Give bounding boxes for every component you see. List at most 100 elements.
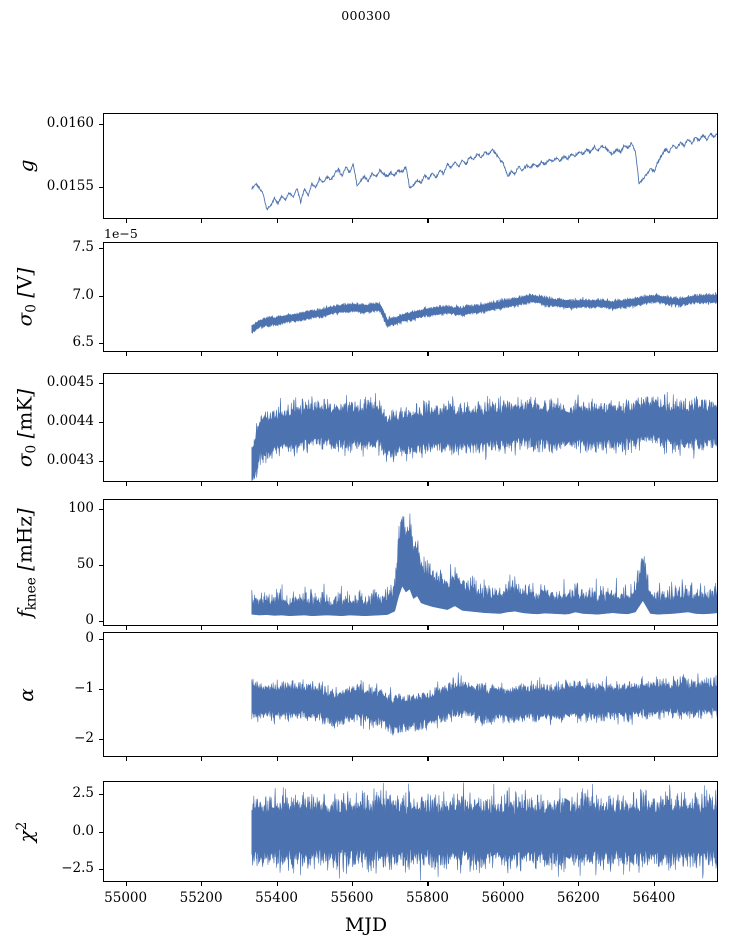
ytick-mark bbox=[99, 382, 103, 384]
xtick-mark bbox=[427, 482, 429, 486]
xtick-mark bbox=[427, 219, 429, 223]
xtick-mark bbox=[125, 757, 127, 761]
ytick-mark bbox=[99, 738, 103, 740]
xtick-label-6: 56200 bbox=[556, 890, 600, 906]
ylabel-panel-2: σ0 [V] bbox=[12, 267, 40, 327]
xtick-mark bbox=[578, 626, 580, 630]
xtick-mark bbox=[276, 219, 278, 223]
xtick-mark bbox=[276, 757, 278, 761]
plot-panel-4 bbox=[103, 499, 718, 626]
xtick-mark bbox=[201, 352, 203, 356]
xtick-mark bbox=[578, 757, 580, 761]
figure-title: 000300 bbox=[341, 8, 391, 23]
xtick-mark bbox=[201, 882, 203, 886]
xtick-mark bbox=[653, 757, 655, 761]
xtick-mark bbox=[653, 219, 655, 223]
xtick-label-1: 55200 bbox=[179, 890, 223, 906]
series-band bbox=[251, 672, 717, 736]
ytick-mark bbox=[99, 638, 103, 641]
ytick-label-p4-1: 50 bbox=[76, 555, 94, 572]
xtick-mark bbox=[502, 626, 505, 630]
ytick-mark bbox=[99, 247, 103, 249]
xlabel: MJD bbox=[344, 914, 388, 936]
xtick-mark bbox=[427, 757, 429, 761]
ytick-label-p6-0: −2.5 bbox=[61, 860, 94, 876]
plot-panel-5 bbox=[103, 632, 718, 757]
plot-panel-3 bbox=[103, 373, 718, 482]
xtick-mark bbox=[502, 482, 505, 486]
ylabel-panel-5: α bbox=[14, 687, 38, 702]
xtick-mark bbox=[352, 219, 354, 223]
ytick-mark bbox=[99, 620, 103, 622]
ytick-label-p3-1: 0.0044 bbox=[46, 412, 94, 429]
series-band bbox=[251, 292, 717, 335]
ytick-label-p6-2: 2.5 bbox=[72, 785, 94, 801]
ytick-mark bbox=[99, 564, 103, 566]
xtick-mark bbox=[125, 882, 127, 886]
ytick-label-p2-1: 7.0 bbox=[72, 286, 94, 303]
ytick-label-p1-1: 0.0160 bbox=[46, 115, 94, 132]
series-band bbox=[251, 391, 717, 481]
series-3 bbox=[251, 391, 717, 481]
series-4 bbox=[251, 513, 717, 617]
ytick-mark bbox=[99, 421, 103, 423]
xtick-mark bbox=[653, 626, 655, 630]
xtick-mark bbox=[201, 219, 203, 223]
xtick-mark bbox=[578, 352, 580, 356]
ytick-mark bbox=[99, 688, 103, 690]
ytick-mark bbox=[99, 343, 103, 345]
xtick-label-7: 56400 bbox=[632, 890, 676, 906]
series-2 bbox=[251, 292, 717, 335]
xtick-mark bbox=[502, 882, 505, 886]
ytick-label-p4-2: 100 bbox=[68, 499, 94, 516]
plot-panel-6 bbox=[103, 781, 718, 882]
ytick-label-p3-0: 0.0043 bbox=[46, 451, 94, 468]
xtick-mark bbox=[352, 757, 354, 761]
xtick-mark bbox=[125, 626, 127, 630]
ytick-label-p4-0: 0 bbox=[85, 611, 94, 628]
xtick-mark bbox=[276, 482, 278, 486]
ytick-label-p1-0: 0.0155 bbox=[46, 177, 94, 194]
series-1 bbox=[251, 132, 717, 211]
ytick-label-p5-1: −1 bbox=[74, 679, 94, 696]
ytick-mark bbox=[99, 460, 103, 462]
ytick-label-p2-0: 6.5 bbox=[72, 334, 94, 351]
xtick-mark bbox=[201, 482, 203, 486]
plot-panel-1 bbox=[103, 113, 718, 219]
xtick-label-2: 55400 bbox=[255, 890, 299, 906]
xtick-mark bbox=[276, 626, 278, 630]
xtick-mark bbox=[578, 882, 580, 886]
xtick-mark bbox=[653, 482, 655, 486]
xtick-mark bbox=[201, 757, 203, 761]
xtick-mark bbox=[352, 882, 354, 886]
xtick-mark bbox=[578, 482, 580, 486]
xtick-mark bbox=[427, 626, 429, 630]
xtick-mark bbox=[201, 626, 203, 630]
ylabel-panel-6: χ2 bbox=[14, 821, 38, 842]
ytick-mark bbox=[99, 186, 103, 188]
ytick-mark bbox=[99, 124, 103, 126]
ylabel-panel-1: g bbox=[14, 159, 38, 173]
ytick-label-p5-2: 0 bbox=[85, 629, 94, 646]
xtick-mark bbox=[125, 352, 127, 356]
ytick-label-p3-2: 0.0045 bbox=[46, 373, 94, 390]
xtick-mark bbox=[352, 626, 354, 630]
xtick-label-0: 55000 bbox=[104, 890, 148, 906]
plot-panel-2 bbox=[103, 242, 718, 352]
xtick-mark bbox=[502, 352, 505, 356]
axis-offset-text-p2: 1e−5 bbox=[104, 226, 138, 241]
series-line bbox=[251, 132, 717, 211]
series-6 bbox=[251, 782, 717, 881]
ytick-mark bbox=[99, 508, 103, 511]
ytick-label-p6-1: 0.0 bbox=[72, 822, 94, 839]
xtick-mark bbox=[352, 482, 354, 486]
xtick-mark bbox=[653, 882, 655, 886]
series-band bbox=[251, 782, 717, 881]
xtick-mark bbox=[427, 882, 429, 886]
ytick-mark bbox=[99, 869, 103, 871]
ytick-label-p5-0: −2 bbox=[74, 729, 94, 746]
xtick-mark bbox=[125, 219, 127, 223]
xtick-mark bbox=[502, 757, 505, 761]
series-5 bbox=[251, 672, 717, 736]
